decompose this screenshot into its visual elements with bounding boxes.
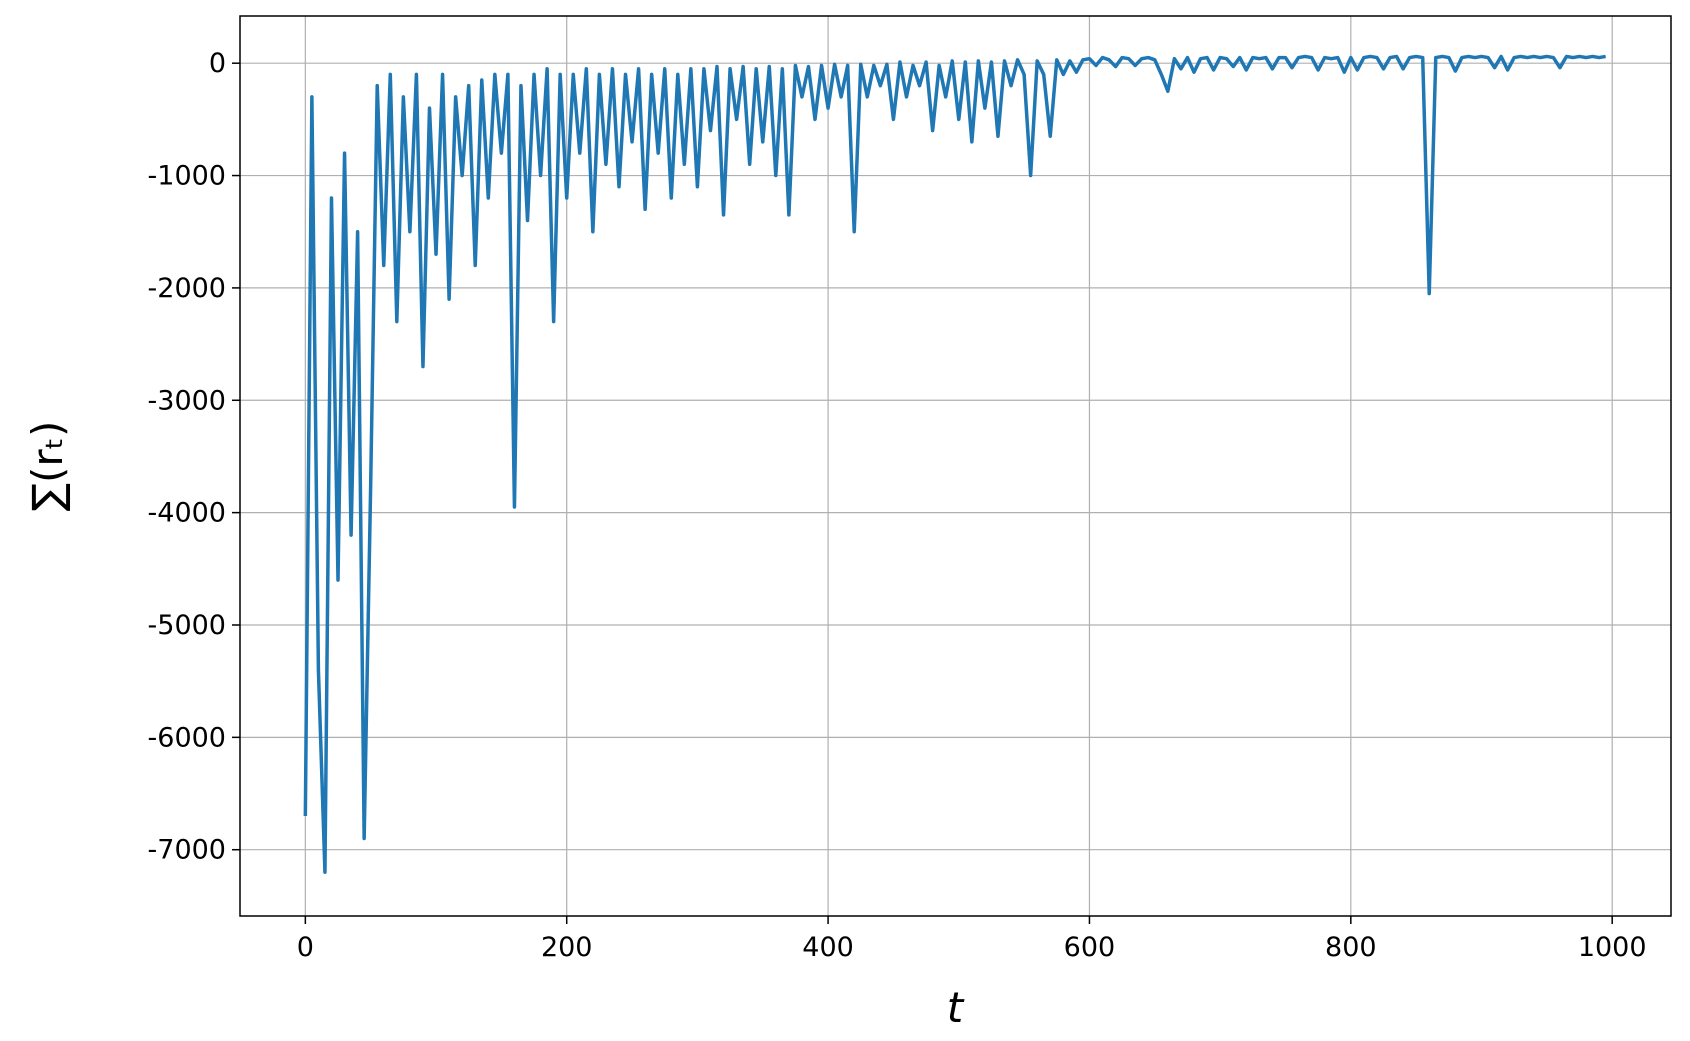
x-tick-label: 400 <box>802 932 854 963</box>
x-tick-label: 0 <box>297 932 314 963</box>
y-tick-label: -5000 <box>148 610 226 641</box>
x-tick-label: 800 <box>1325 932 1377 963</box>
plot-frame <box>239 15 1672 917</box>
y-tick-label: 0 <box>209 48 226 79</box>
y-tick-label: -2000 <box>148 273 226 304</box>
data-line <box>303 54 1606 874</box>
y-tick-label: -3000 <box>148 385 226 416</box>
y-tick-label: -7000 <box>148 835 226 866</box>
y-tick-label: -4000 <box>148 498 226 529</box>
y-tick-label: -6000 <box>148 722 226 753</box>
x-tick-label: 1000 <box>1578 932 1647 963</box>
y-axis-label: ∑(rₜ) <box>23 421 72 512</box>
x-tick-label: 200 <box>541 932 593 963</box>
x-tick-label: 600 <box>1064 932 1116 963</box>
x-axis-label: t <box>947 983 965 1032</box>
y-tick-label: -1000 <box>148 161 226 192</box>
